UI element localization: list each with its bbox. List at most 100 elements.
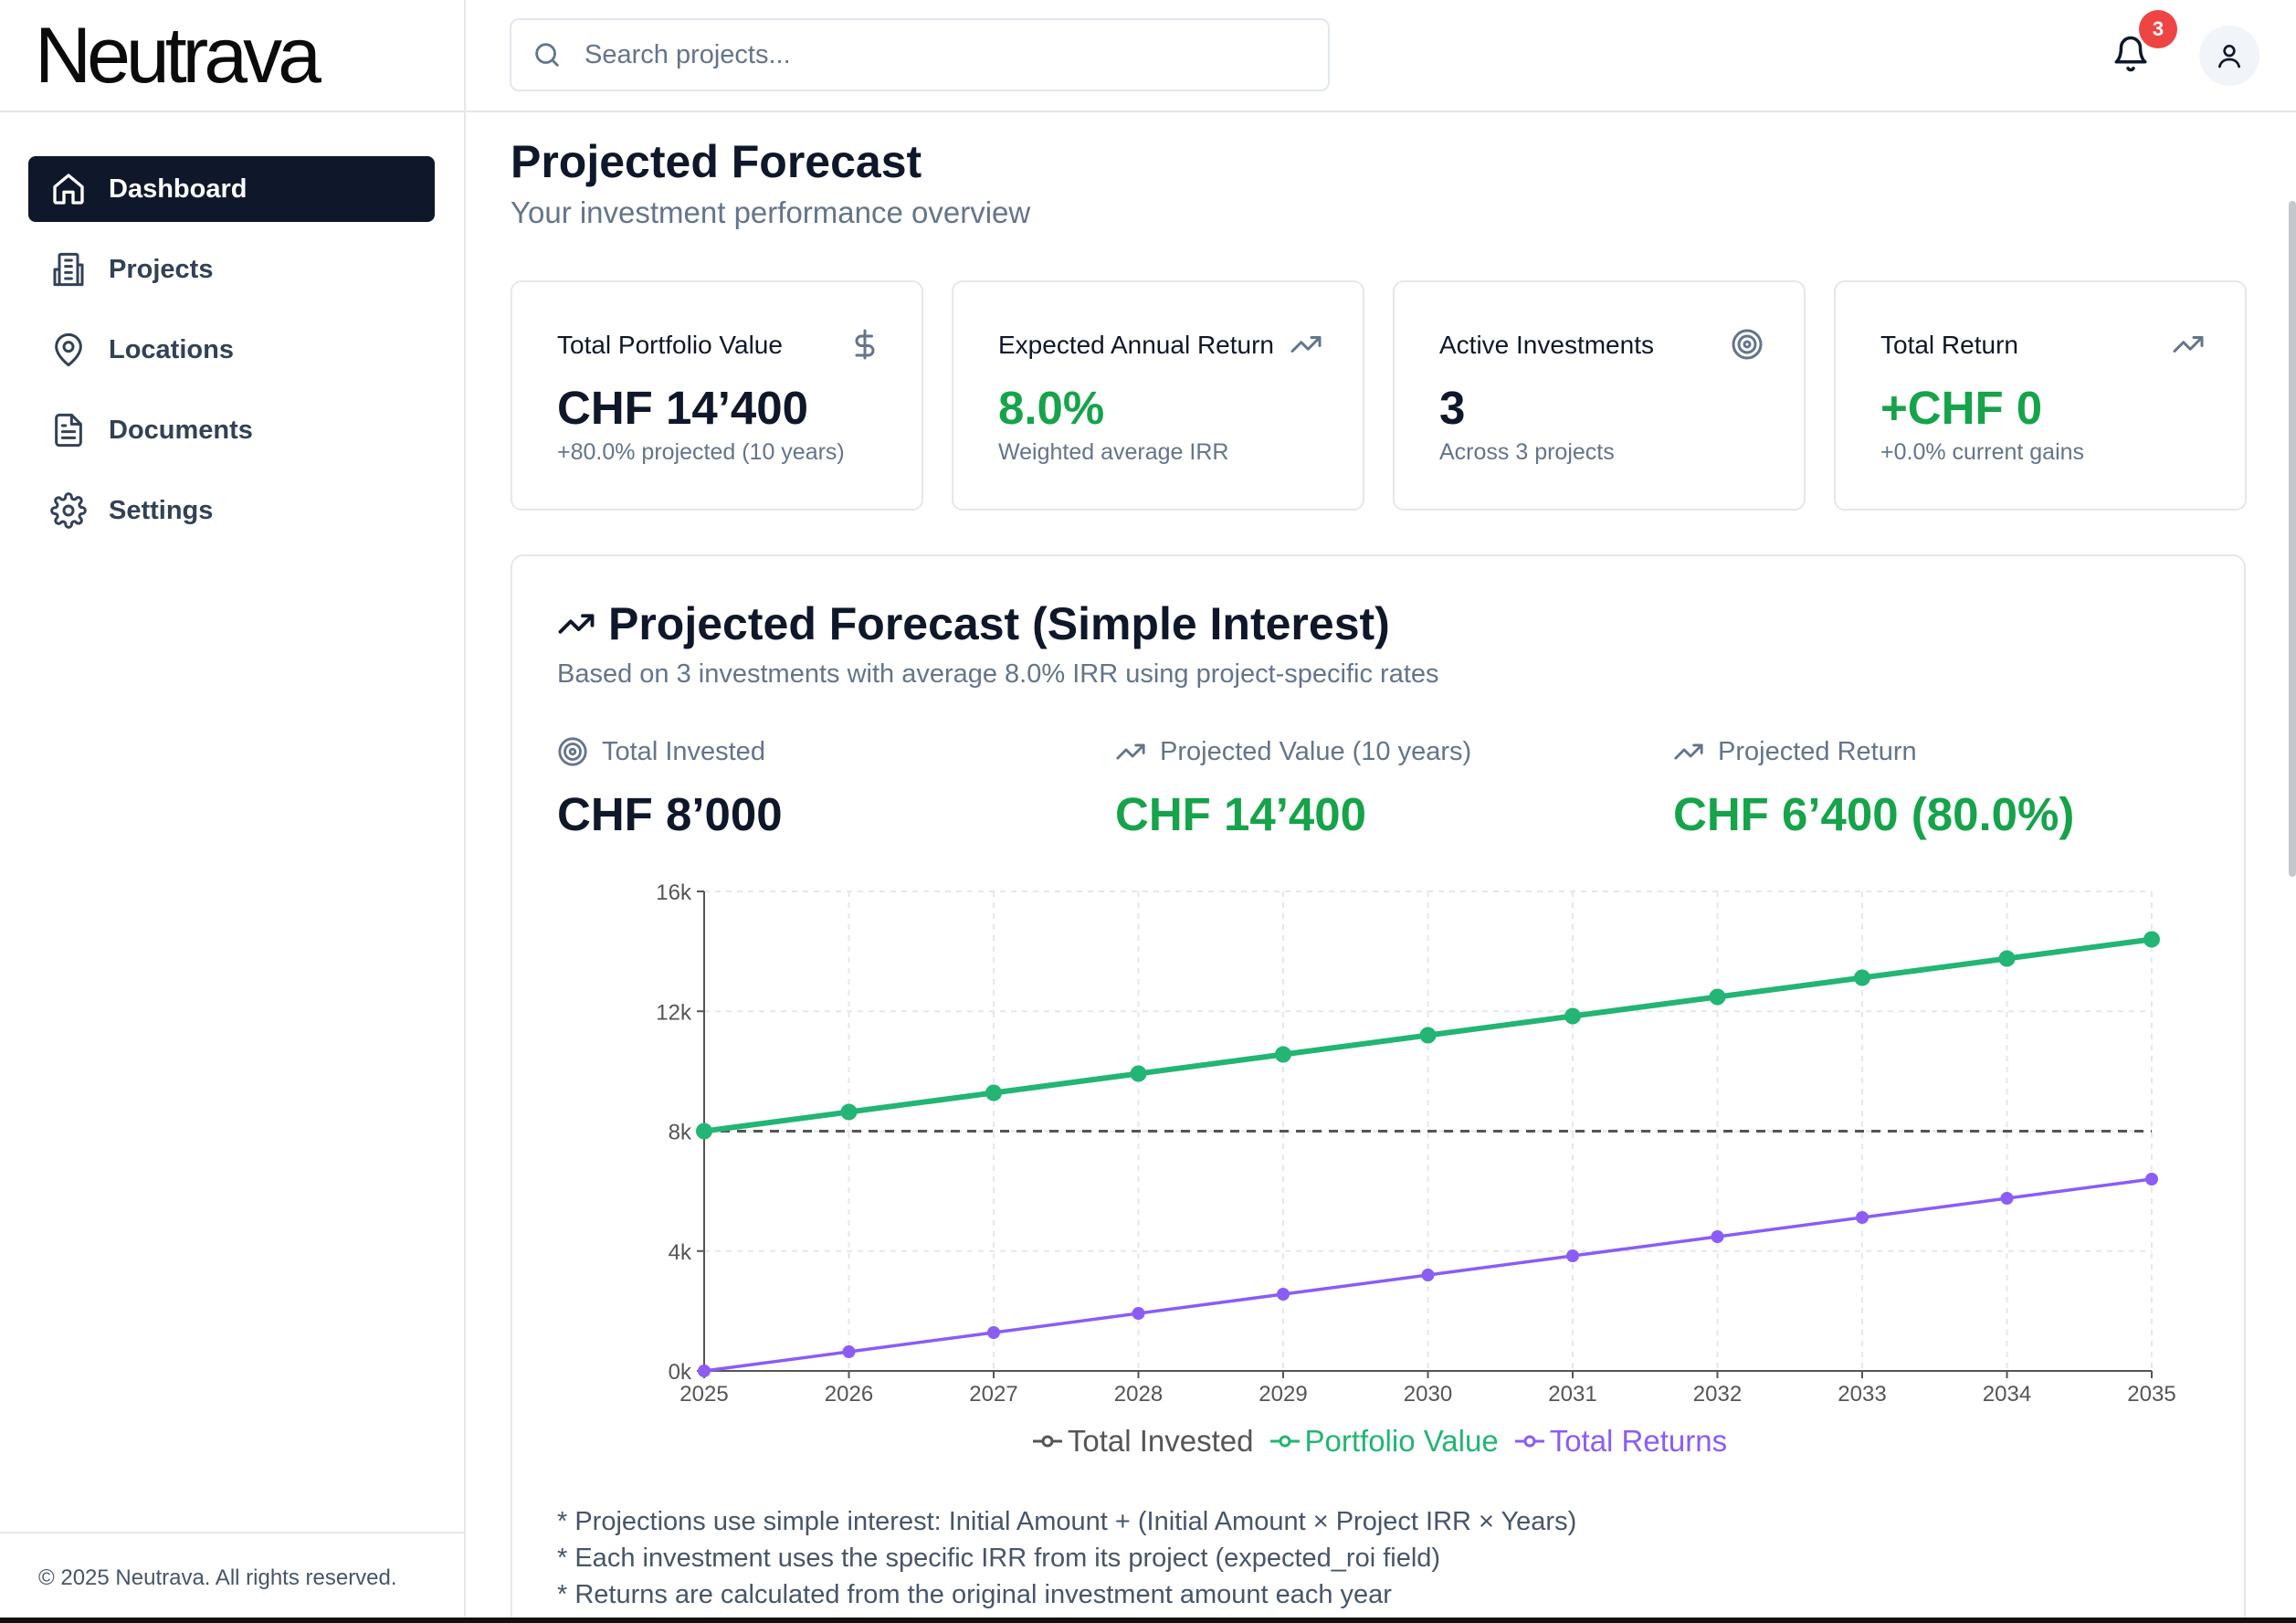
sidebar-footer: © 2025 Neutrava. All rights reserved. bbox=[0, 1532, 464, 1623]
page-subtitle: Your investment performance overview bbox=[511, 195, 1031, 229]
sidebar-item-label: Documents bbox=[109, 415, 253, 445]
stat-label: Projected Return bbox=[1718, 736, 1917, 766]
sidebar-nav: Dashboard Projects Locations Documents S… bbox=[0, 112, 464, 543]
legend-item-total-invested[interactable]: Total Invested bbox=[1032, 1424, 1254, 1459]
trending-up-icon bbox=[558, 614, 595, 634]
forecast-panel: Projected Forecast (Simple Interest) Bas… bbox=[511, 554, 2246, 1623]
legend-marker-icon bbox=[1032, 1435, 1062, 1448]
forecast-title: Projected Forecast (Simple Interest) bbox=[608, 598, 1390, 649]
forecast-subtitle: Based on 3 investments with average 8.0%… bbox=[557, 659, 1439, 689]
data-point bbox=[1711, 1230, 1724, 1243]
sidebar-item-dashboard[interactable]: Dashboard bbox=[28, 156, 435, 222]
data-point bbox=[985, 1084, 1002, 1101]
page-scrollbar[interactable] bbox=[2289, 201, 2296, 877]
card-title: Active Investments bbox=[1439, 331, 1654, 359]
data-point bbox=[842, 1345, 856, 1358]
y-tick-label: 12k bbox=[656, 1000, 692, 1025]
data-point bbox=[696, 1122, 712, 1140]
forecast-header: Projected Forecast (Simple Interest) bbox=[557, 597, 1390, 650]
card-title: Total Portfolio Value bbox=[557, 331, 783, 359]
stat-label: Projected Value (10 years) bbox=[1160, 736, 1472, 766]
card-value: 8.0% bbox=[998, 382, 1105, 434]
card-value: CHF 14’400 bbox=[557, 382, 808, 434]
legend-marker-icon bbox=[1514, 1435, 1544, 1448]
x-tick-label: 2025 bbox=[679, 1382, 728, 1407]
brand-logo[interactable]: Neutrava bbox=[35, 11, 321, 100]
data-point bbox=[1564, 1007, 1581, 1025]
card-value: +CHF 0 bbox=[1880, 382, 2043, 434]
sidebar-item-projects[interactable]: Projects bbox=[28, 237, 435, 302]
stat-projected-return: Projected Return CHF 6’400 (80.0%) bbox=[1673, 736, 2074, 841]
data-point bbox=[1275, 1046, 1291, 1063]
gear-icon bbox=[50, 492, 87, 529]
data-point bbox=[987, 1326, 1000, 1339]
topbar: 3 bbox=[466, 0, 2296, 112]
data-point bbox=[1998, 950, 2016, 967]
data-point bbox=[1709, 988, 1726, 1006]
dollar-icon bbox=[855, 329, 875, 360]
search-box[interactable] bbox=[510, 18, 1330, 91]
logo-area: Neutrava bbox=[0, 0, 464, 112]
sidebar-item-settings[interactable]: Settings bbox=[28, 478, 435, 543]
stat-value: CHF 8’000 bbox=[557, 788, 783, 840]
sidebar-item-locations[interactable]: Locations bbox=[28, 317, 435, 383]
card-expected-annual-return: Expected Annual Return 8.0% Weighted ave… bbox=[952, 280, 1364, 511]
search-icon bbox=[535, 43, 559, 67]
sidebar-item-label: Settings bbox=[109, 495, 214, 525]
card-title: Total Return bbox=[1880, 331, 2018, 359]
x-tick-label: 2026 bbox=[825, 1382, 873, 1407]
x-tick-label: 2031 bbox=[1548, 1382, 1596, 1407]
data-point bbox=[1854, 969, 1870, 986]
data-point bbox=[1277, 1288, 1290, 1301]
card-value: 3 bbox=[1439, 382, 1466, 434]
x-tick-label: 2034 bbox=[1983, 1382, 2031, 1407]
y-tick-label: 8k bbox=[669, 1121, 692, 1145]
forecast-chart: 0k 4k 8k 12k 16k 2025 2026 2027 2028 2029 2030 2031… bbox=[512, 871, 2248, 1456]
sidebar-item-label: Locations bbox=[109, 334, 234, 364]
legend-marker-icon bbox=[1269, 1435, 1300, 1448]
note-line: * Returns are calculated from the origin… bbox=[557, 1580, 1392, 1609]
building-icon bbox=[53, 252, 84, 287]
trending-up-icon bbox=[1116, 743, 1145, 760]
card-subtext: +0.0% current gains bbox=[1880, 439, 2085, 465]
search-input[interactable] bbox=[585, 39, 1297, 70]
document-icon bbox=[55, 413, 82, 448]
data-point bbox=[1130, 1065, 1147, 1082]
trending-up-icon bbox=[1290, 336, 1322, 353]
forecast-notes: * Projections use simple interest: Initi… bbox=[557, 1503, 1576, 1613]
bell-icon[interactable] bbox=[2112, 35, 2150, 73]
avatar[interactable] bbox=[2199, 26, 2259, 86]
x-tick-label: 2030 bbox=[1404, 1382, 1452, 1407]
data-point bbox=[1132, 1307, 1145, 1320]
x-tick-label: 2033 bbox=[1838, 1382, 1886, 1407]
data-point bbox=[2143, 931, 2160, 948]
x-tick-label: 2032 bbox=[1693, 1382, 1742, 1407]
legend-item-total-returns[interactable]: Total Returns bbox=[1514, 1424, 1727, 1459]
note-line: * Each investment uses the specific IRR … bbox=[557, 1544, 1441, 1573]
x-tick-label: 2027 bbox=[969, 1382, 1017, 1407]
sidebar-item-label: Dashboard bbox=[109, 174, 248, 204]
user-icon bbox=[2218, 45, 2240, 69]
stat-total-invested: Total Invested CHF 8’000 bbox=[557, 736, 783, 841]
line-chart: 0k 4k 8k 12k 16k 2025 2026 2027 2028 2029 2030 2031… bbox=[656, 880, 2175, 1407]
card-total-return: Total Return +CHF 0 +0.0% current gains bbox=[1834, 280, 2247, 511]
data-point bbox=[1856, 1211, 1869, 1224]
page-title: Projected Forecast bbox=[511, 136, 922, 187]
stat-value: CHF 6’400 (80.0%) bbox=[1673, 788, 2075, 840]
data-point bbox=[2145, 1173, 2158, 1186]
sidebar: Neutrava Dashboard Projects Locations Do… bbox=[0, 0, 466, 1623]
target-icon bbox=[1732, 329, 1763, 360]
note-line: * Projections use simple interest: Initi… bbox=[557, 1507, 1577, 1536]
data-point bbox=[1566, 1249, 1579, 1262]
stat-value: CHF 14’400 bbox=[1115, 788, 1366, 840]
data-point bbox=[2000, 1192, 2014, 1205]
data-point bbox=[698, 1365, 711, 1377]
x-tick-label: 2029 bbox=[1259, 1382, 1307, 1407]
notification-badge: 3 bbox=[2139, 10, 2177, 48]
card-title: Expected Annual Return bbox=[998, 331, 1274, 359]
x-tick-label: 2028 bbox=[1114, 1382, 1163, 1407]
card-subtext: Across 3 projects bbox=[1439, 439, 1615, 465]
sidebar-item-documents[interactable]: Documents bbox=[28, 397, 435, 463]
card-subtext: +80.0% projected (10 years) bbox=[557, 439, 845, 465]
legend-item-portfolio-value[interactable]: Portfolio Value bbox=[1269, 1424, 1499, 1459]
